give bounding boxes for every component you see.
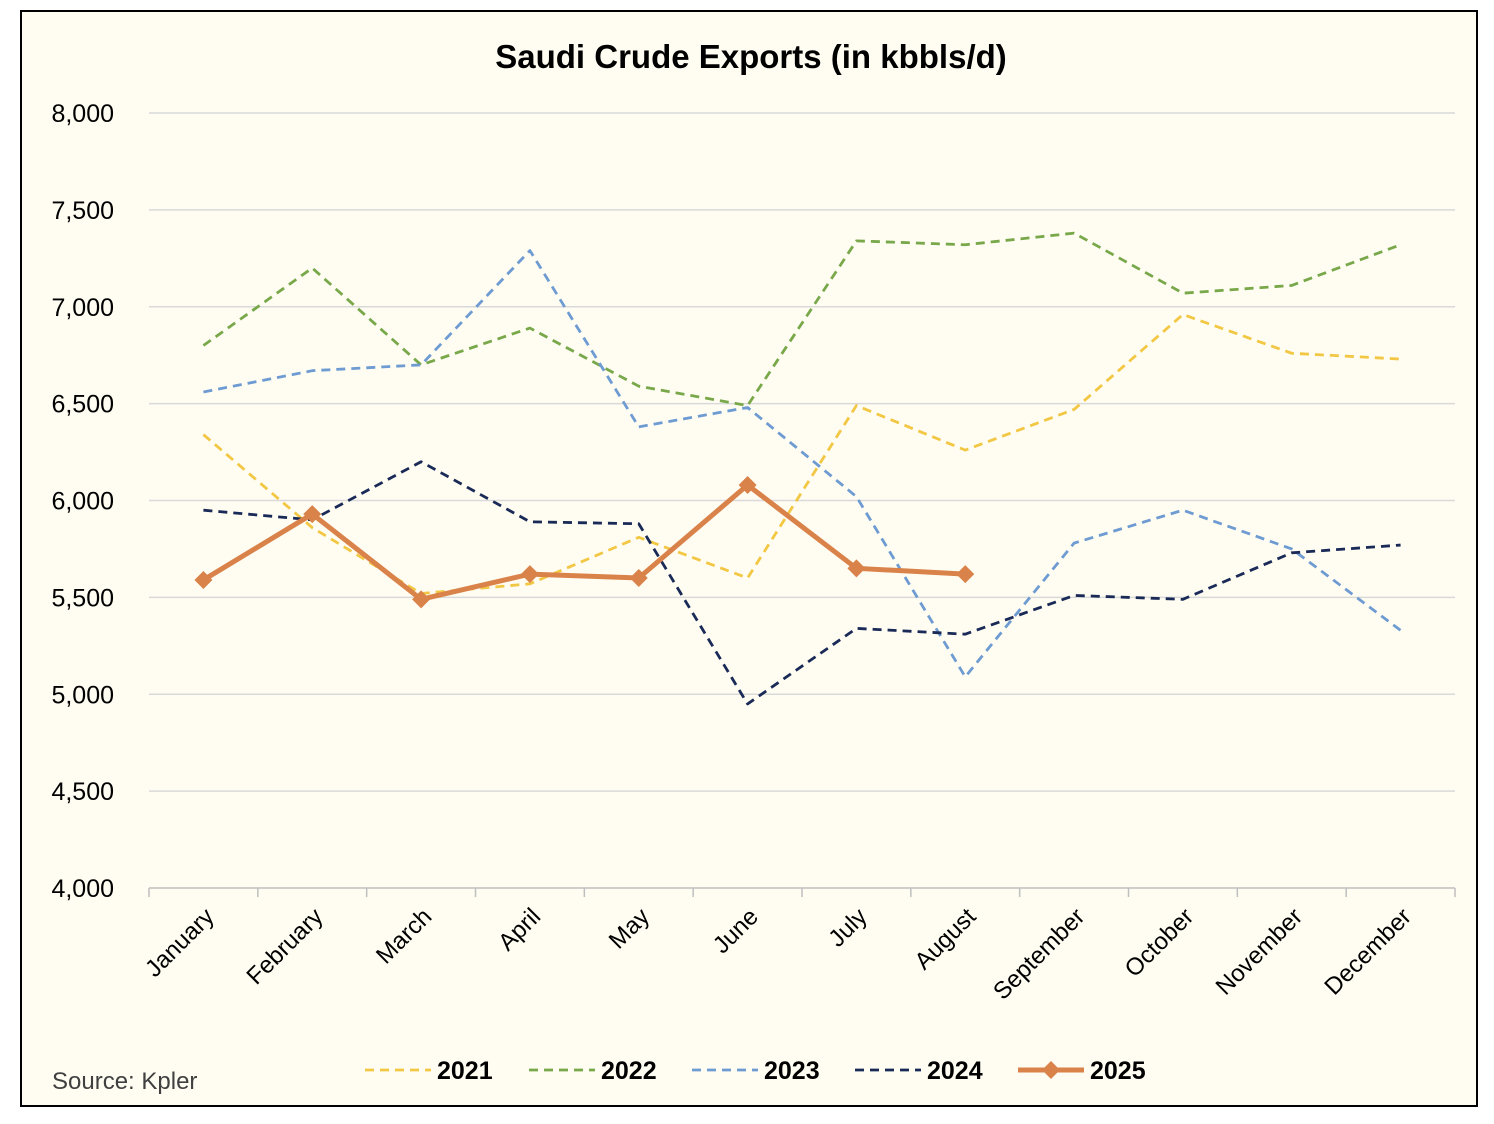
x-tick-label: June [708, 903, 764, 959]
x-tick-label: March [371, 903, 437, 969]
data-point-2025 [629, 569, 648, 587]
data-point-2025 [520, 565, 539, 584]
x-tick-label: August [910, 903, 982, 975]
x-tick-label: October [1120, 903, 1199, 982]
y-tick-label: 5,000 [51, 681, 114, 709]
legend-marker-2025 [1042, 1061, 1060, 1079]
x-tick-label: July [823, 903, 872, 952]
x-tick-label: April [493, 903, 546, 956]
x-tick-label: November [1211, 903, 1308, 1000]
x-tick-label: September [988, 903, 1090, 1005]
legend-label-2022: 2022 [601, 1057, 657, 1085]
x-tick-label: May [604, 903, 655, 954]
y-tick-label: 8,000 [51, 100, 114, 128]
legend-label-2023: 2023 [764, 1057, 820, 1085]
line-chart: Saudi Crude Exports (in kbbls/d) 4,000 4,5… [51, 38, 1456, 1085]
x-tick-label: December [1319, 903, 1416, 1000]
legend-label-2025: 2025 [1090, 1057, 1146, 1085]
y-tick-label: 7,000 [51, 294, 114, 322]
series-line-2023 [203, 249, 1402, 679]
y-tick-label: 5,500 [51, 584, 114, 612]
data-point-2025 [956, 565, 975, 584]
series-line-2025 [202, 482, 966, 602]
data-point-2025 [194, 570, 213, 589]
data-point-2025 [847, 559, 866, 578]
y-tick-label: 4,500 [51, 778, 114, 806]
data-point-2025 [738, 476, 757, 494]
y-tick-label: 6,000 [51, 488, 114, 516]
source-note: Source: Kpler [52, 1068, 198, 1095]
series-line-2024 [203, 460, 1401, 706]
y-tick-label: 6,500 [51, 391, 114, 419]
legend-label-2021: 2021 [437, 1057, 493, 1085]
chart-frame: Saudi Crude Exports (in kbbls/d) 4,000 4,5… [20, 10, 1478, 1107]
series-line-2021 [202, 313, 1401, 595]
chart-title: Saudi Crude Exports (in kbbls/d) [495, 38, 1007, 75]
y-tick-label: 7,500 [51, 197, 114, 225]
data-point-2025 [303, 505, 322, 524]
x-tick-label: February [241, 903, 328, 990]
series-line-2022 [202, 231, 1402, 407]
y-tick-label: 4,000 [51, 875, 114, 903]
legend-label-2024: 2024 [927, 1057, 983, 1085]
x-tick-label: January [140, 903, 219, 982]
data-point-2025 [412, 590, 431, 609]
